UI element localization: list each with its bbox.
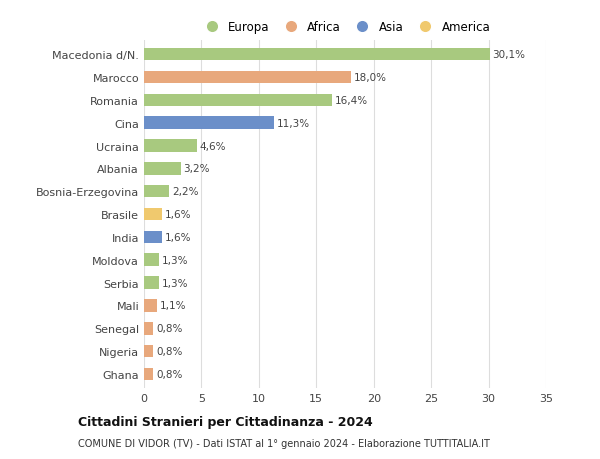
Bar <box>144 140 197 152</box>
Bar <box>144 49 490 61</box>
Text: COMUNE DI VIDOR (TV) - Dati ISTAT al 1° gennaio 2024 - Elaborazione TUTTITALIA.I: COMUNE DI VIDOR (TV) - Dati ISTAT al 1° … <box>78 438 490 448</box>
Text: 0,8%: 0,8% <box>156 324 182 334</box>
Bar <box>144 231 163 244</box>
Text: 1,1%: 1,1% <box>160 301 186 311</box>
Text: 2,2%: 2,2% <box>172 187 199 197</box>
Text: 30,1%: 30,1% <box>493 50 526 60</box>
Text: 11,3%: 11,3% <box>277 118 310 129</box>
Text: 18,0%: 18,0% <box>353 73 386 83</box>
Bar <box>144 117 274 129</box>
Text: 0,8%: 0,8% <box>156 347 182 356</box>
Text: Cittadini Stranieri per Cittadinanza - 2024: Cittadini Stranieri per Cittadinanza - 2… <box>78 415 373 428</box>
Text: 1,6%: 1,6% <box>165 232 192 242</box>
Bar <box>144 208 163 221</box>
Bar <box>144 368 153 381</box>
Bar <box>144 300 157 312</box>
Bar <box>144 345 153 358</box>
Bar <box>144 322 153 335</box>
Legend: Europa, Africa, Asia, America: Europa, Africa, Asia, America <box>195 16 495 39</box>
Text: 1,6%: 1,6% <box>165 210 192 219</box>
Text: 1,3%: 1,3% <box>162 255 188 265</box>
Bar <box>144 254 159 267</box>
Text: 4,6%: 4,6% <box>200 141 226 151</box>
Text: 16,4%: 16,4% <box>335 95 368 106</box>
Bar <box>144 162 181 175</box>
Bar <box>144 185 169 198</box>
Bar <box>144 277 159 289</box>
Text: 1,3%: 1,3% <box>162 278 188 288</box>
Bar <box>144 72 351 84</box>
Text: 0,8%: 0,8% <box>156 369 182 379</box>
Text: 3,2%: 3,2% <box>184 164 210 174</box>
Bar <box>144 94 332 107</box>
